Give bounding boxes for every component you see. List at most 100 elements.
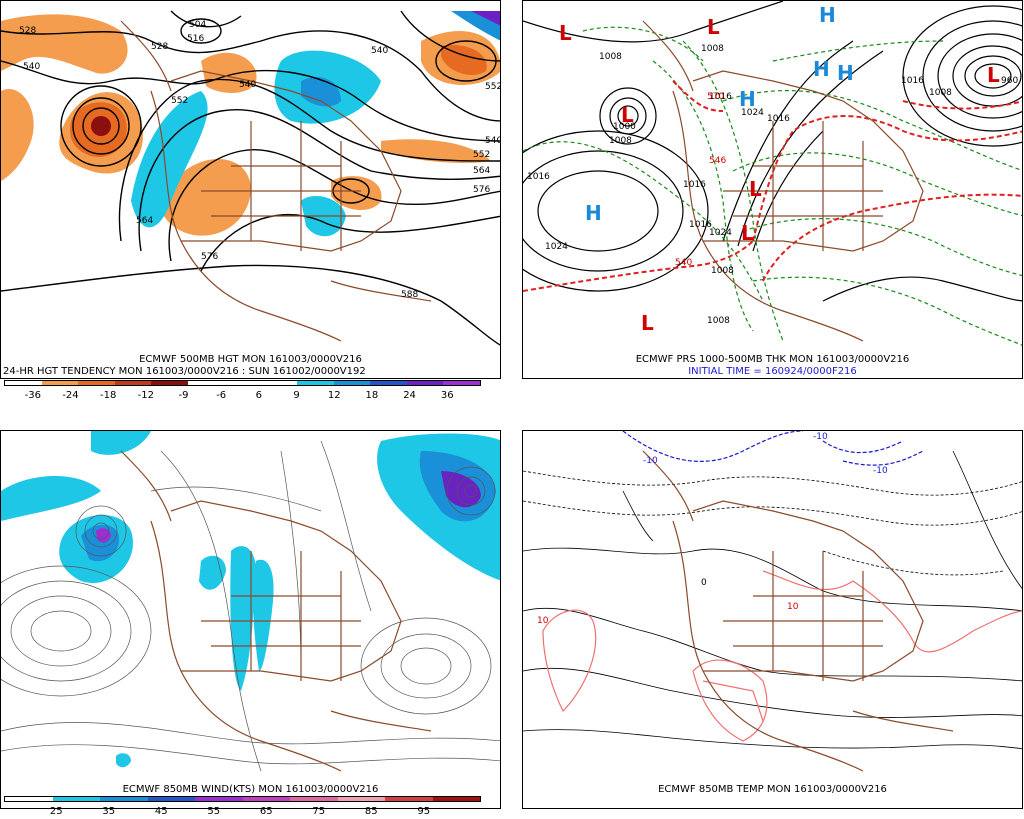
colorbar-tick-label: 12 [327, 390, 341, 401]
isotherm-label: 10 [537, 616, 549, 626]
colorbar-swatch [5, 381, 42, 385]
panel-title: ECMWF 850MB TEMP MON 161003/0000V216 [658, 784, 887, 795]
low-pressure-symbol: L [707, 15, 720, 39]
colorbar-tick-label: 95 [417, 806, 431, 817]
contour-label: 540 [239, 80, 257, 90]
colorbar-tick-label: 65 [259, 806, 273, 817]
contour-label: 540 [371, 46, 389, 56]
coastlines [120, 450, 432, 772]
wind-colorbar [4, 796, 481, 802]
colorbar-tick-label: -9 [178, 390, 189, 401]
map-850mb-temp [523, 431, 1022, 772]
colorbar-swatch [432, 797, 480, 801]
isobar-label: 1008 [701, 44, 724, 54]
map-850mb-wind [1, 431, 500, 772]
panel-title: ECMWF 850MB WIND(KTS) MON 161003/0000V21… [122, 784, 379, 795]
high-pressure-symbol: H [739, 87, 756, 111]
isotherm-label: -10 [873, 466, 888, 476]
contour-label: 564 [136, 216, 154, 226]
thickness-label: 570 [707, 92, 725, 102]
panel-subtitle: 24-HR HGT TENDENCY MON 161003/0000V216 :… [3, 366, 366, 377]
contour-label: 528 [151, 42, 169, 52]
isobar-label: 1024 [741, 108, 764, 118]
contour-label: 552 [485, 82, 501, 92]
wind-colorbar-ticks: 25 35 45 55 65 75 85 95 [30, 807, 450, 817]
colorbar-swatch [147, 797, 195, 801]
isotherm-label: -10 [643, 456, 658, 466]
isobar-label: 1008 [599, 52, 622, 62]
panel-pressure-thickness: L L L L L L H H H H H L 1016 1024 1008 1… [522, 0, 1023, 379]
isobar-label: 1016 [527, 172, 550, 182]
colorbar-swatch [52, 797, 100, 801]
contour-label: 588 [401, 290, 419, 300]
colorbar-swatch [224, 381, 261, 385]
isobar-label: 1016 [709, 92, 732, 102]
isobar-label: 1016 [689, 220, 712, 230]
colorbar-swatch [337, 797, 385, 801]
colorbar-tick-label: 85 [364, 806, 378, 817]
colorbar-swatch [260, 381, 298, 385]
low-pressure-symbol: L [749, 177, 762, 201]
colorbar-tick-label: -6 [216, 390, 227, 401]
thickness-label: 540 [675, 258, 693, 268]
colorbar-tick-label: 75 [312, 806, 326, 817]
isobar-label: 1016 [767, 114, 790, 124]
colorbar-swatch [78, 381, 115, 385]
wind-speed-shading [1, 431, 500, 768]
contour-label: 576 [473, 185, 491, 195]
tendency-colorbar-ticks: -36 -24 -18 -12 -9 -6 6 9 12 18 24 36 [14, 391, 466, 401]
colorbar-swatch [290, 797, 338, 801]
isotherm-label: 10 [787, 602, 799, 612]
colorbar-swatch [370, 381, 407, 385]
isobar-label: 1016 [683, 180, 706, 190]
contour-label: 504 [189, 20, 207, 30]
panel-500mb-height: 528 528 540 552 540 516 504 540 552 564 … [0, 0, 501, 379]
isotherms [523, 450, 1022, 750]
isobar-label: 1000 [613, 122, 636, 132]
colorbar-tick-label: 24 [403, 390, 416, 401]
colorbar-swatch [297, 381, 334, 385]
low-pressure-symbol: L [621, 103, 634, 127]
colorbar-tick-label: 6 [255, 390, 263, 401]
colorbar-swatch [151, 381, 188, 385]
colorbar-tick-label: 9 [293, 390, 300, 401]
colorbar-tick-label: 18 [365, 390, 379, 401]
thickness-label: 546 [709, 156, 727, 166]
warm-isotherms [542, 570, 1022, 742]
high-pressure-symbol: H [837, 61, 854, 85]
low-pressure-symbol: L [641, 311, 654, 335]
panel-initial-time: INITIAL TIME = 160924/0000F216 [688, 366, 857, 377]
high-pressure-symbol: H [813, 57, 830, 81]
colorbar-tick-label: 25 [49, 806, 63, 817]
colorbar-swatch [443, 381, 480, 385]
isobar-label: 1008 [609, 136, 632, 146]
isobar-label: 1024 [709, 228, 732, 238]
high-pressure-symbol: H [819, 3, 836, 27]
high-pressure-symbol: H [585, 201, 602, 225]
contour-label: 516 [187, 34, 205, 44]
colorbar-tick-label: 45 [154, 806, 168, 817]
isobar-label: 1008 [707, 316, 730, 326]
colorbar-swatch [187, 381, 225, 385]
isobar-label: 1008 [711, 266, 734, 276]
isobar-label: 1008 [929, 88, 952, 98]
colorbar-swatch [195, 797, 243, 801]
colorbar-swatch [100, 797, 148, 801]
panel-title: ECMWF PRS 1000-500MB THK MON 161003/0000… [635, 354, 910, 365]
colorbar-swatch [406, 381, 444, 385]
coastlines [120, 20, 432, 342]
contour-label: 552 [473, 150, 491, 160]
low-pressure-symbol: L [987, 63, 1000, 87]
colorbar-swatch [5, 797, 53, 801]
colorbar-tick-label: -36 [24, 390, 41, 401]
isobars [523, 1, 1022, 302]
panel-850mb-wind: ECMWF 850MB WIND(KTS) MON 161003/0000V21… [0, 430, 501, 809]
low-pressure-symbol: L [559, 21, 572, 45]
colorbar-tick-label: -12 [137, 390, 155, 401]
contour-label: 540 [485, 136, 501, 146]
contour-label: 540 [23, 62, 41, 72]
contour-label: 576 [201, 252, 219, 262]
colorbar-swatch [333, 381, 371, 385]
negative-isotherms [523, 470, 1022, 576]
colorbar-swatch [114, 381, 152, 385]
